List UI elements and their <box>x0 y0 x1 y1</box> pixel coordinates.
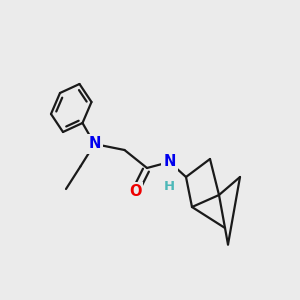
Text: N: N <box>88 136 101 152</box>
Text: H: H <box>163 179 175 193</box>
Text: N: N <box>163 154 176 169</box>
Text: O: O <box>129 184 141 200</box>
